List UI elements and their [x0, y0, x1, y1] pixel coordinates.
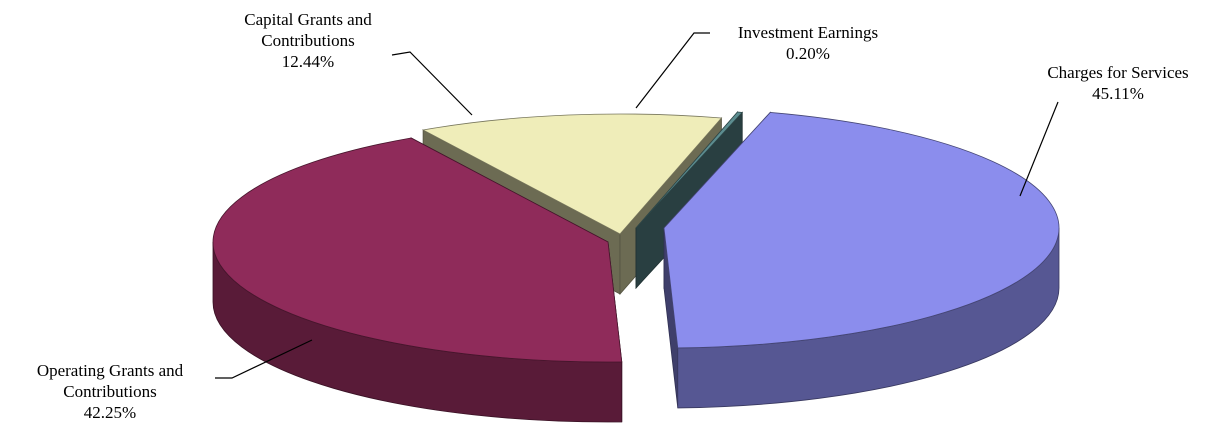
pie-slices: [213, 112, 1059, 422]
slice-value-label: 0.20%: [786, 44, 830, 63]
slice-label-2: Capital Grants and Contributions 12.44%: [244, 10, 472, 115]
slice-name-label: Contributions: [261, 31, 355, 50]
leader-line: [636, 33, 710, 108]
slice-name-label: Operating Grants and: [37, 361, 184, 380]
slice-name-label: Capital Grants and: [244, 10, 372, 29]
leader-line: [1020, 102, 1058, 196]
slice-label-1: Investment Earnings 0.20%: [636, 23, 878, 108]
slice-value-label: 45.11%: [1092, 84, 1144, 103]
slice-value-label: 42.25%: [84, 403, 136, 422]
slice-name-label: Charges for Services: [1047, 63, 1188, 82]
slice-name-label: Investment Earnings: [738, 23, 878, 42]
leader-line: [392, 52, 472, 115]
slice-value-label: 12.44%: [282, 52, 334, 71]
slice-name-label: Contributions: [63, 382, 157, 401]
slice-label-0: Charges for Services 45.11%: [1020, 63, 1189, 196]
